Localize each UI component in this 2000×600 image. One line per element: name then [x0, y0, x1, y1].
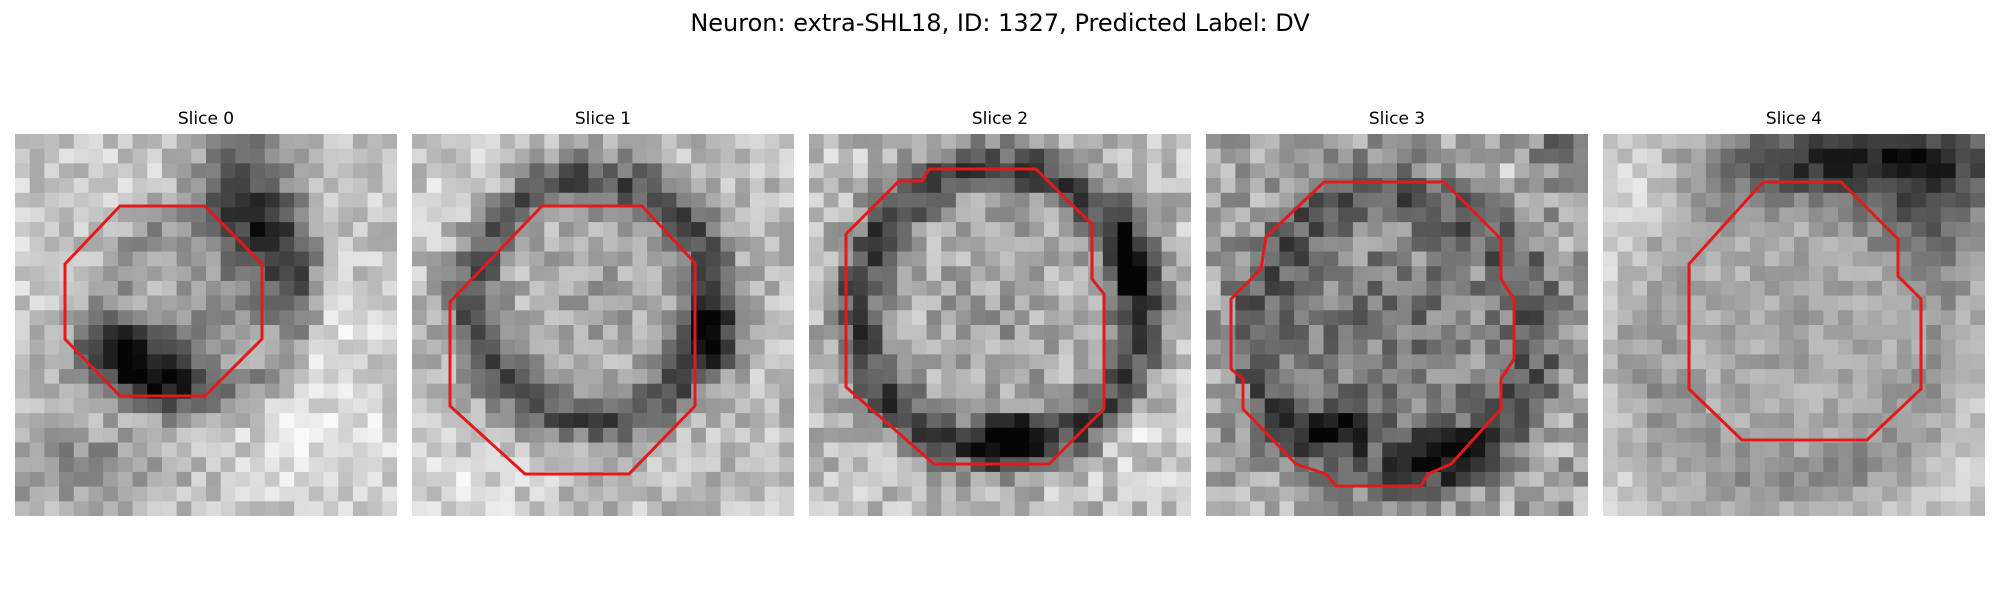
neuron-contour — [448, 204, 697, 476]
slice-image-1 — [412, 134, 794, 516]
slice-title-1: Slice 1 — [574, 109, 632, 129]
neuron-contour — [1687, 180, 1923, 442]
slice-image-4 — [1603, 134, 1985, 516]
slice-panel-3: Slice 3 — [1206, 108, 1588, 516]
slice-title-4: Slice 4 — [1765, 109, 1823, 129]
slice-title-3: Slice 3 — [1368, 109, 1426, 129]
slice-image-2 — [809, 134, 1191, 516]
figure-title: Neuron: extra-SHL18, ID: 1327, Predicted… — [690, 9, 1310, 37]
slice-title-2: Slice 2 — [971, 109, 1029, 129]
neuron-contour — [63, 204, 264, 398]
slice-image-0 — [15, 134, 397, 516]
slice-image-3 — [1206, 134, 1588, 516]
slice-title-0: Slice 0 — [177, 109, 235, 129]
slice-panel-0: Slice 0 — [15, 108, 397, 516]
slice-panel-1: Slice 1 — [412, 108, 794, 516]
neuron-contour — [1229, 180, 1516, 488]
slice-panel-2: Slice 2 — [809, 108, 1191, 516]
slice-panel-4: Slice 4 — [1603, 108, 1985, 516]
neuron-contour — [844, 167, 1106, 466]
